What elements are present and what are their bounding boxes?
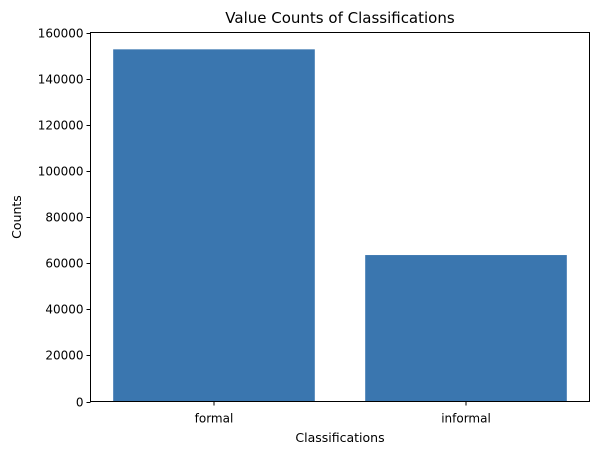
y-axis-label: Counts — [9, 195, 24, 239]
y-tick-label: 140000 — [38, 73, 84, 87]
x-tick-label: informal — [441, 412, 491, 426]
x-tick-label: formal — [195, 412, 234, 426]
y-tick-label: 100000 — [38, 165, 84, 179]
y-tick-label: 120000 — [38, 119, 84, 133]
y-tick-label: 60000 — [45, 257, 83, 271]
chart-title: Value Counts of Classifications — [225, 9, 455, 27]
bars-group — [113, 49, 567, 402]
y-axis: 0 20000 40000 60000 80000 100000 120000 140000 1… — [38, 27, 91, 410]
x-axis: formal informal — [195, 401, 491, 426]
bar-formal — [113, 49, 315, 402]
y-tick-label: 160000 — [38, 27, 84, 41]
y-tick-label: 20000 — [45, 349, 83, 363]
y-tick-label: 40000 — [45, 303, 83, 317]
y-tick-label: 0 — [76, 396, 84, 410]
bar-informal — [365, 255, 567, 402]
plot-frame — [90, 32, 590, 402]
x-axis-label: Classifications — [295, 430, 384, 445]
y-tick-label: 80000 — [45, 211, 83, 225]
